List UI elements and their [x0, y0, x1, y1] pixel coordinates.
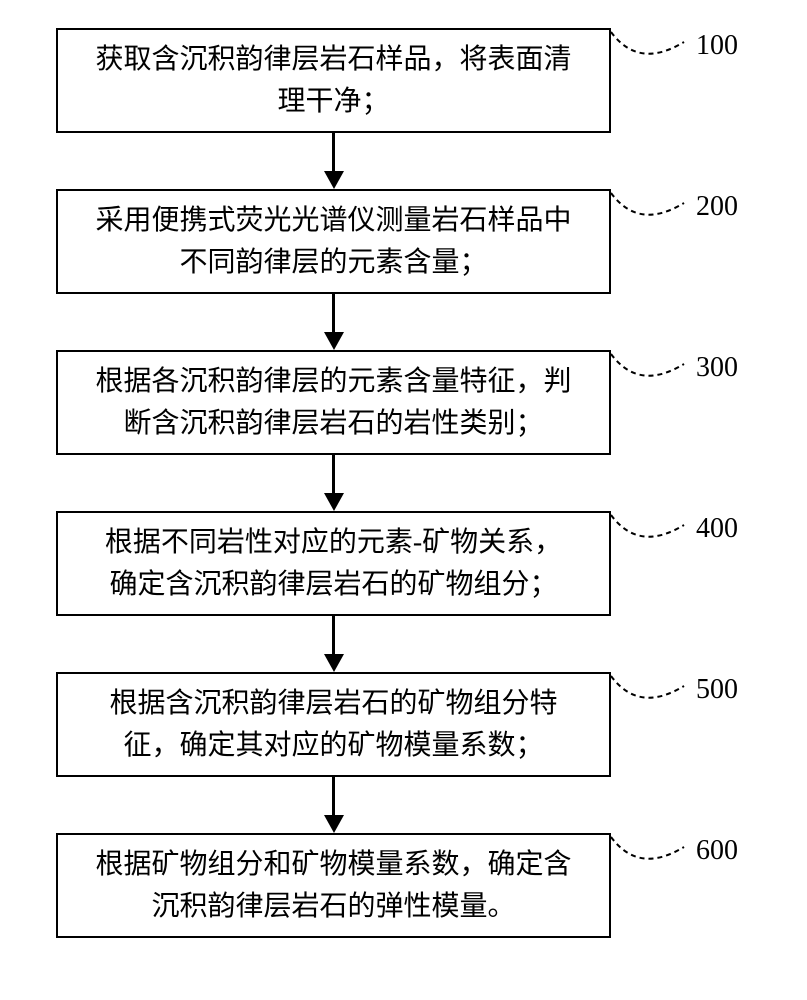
arrow-line-2 — [332, 294, 335, 332]
step-600-text: 根据矿物组分和矿物模量系数，确定含沉积韵律层岩石的弹性模量。 — [95, 844, 571, 928]
step-600-box: 根据矿物组分和矿物模量系数，确定含沉积韵律层岩石的弹性模量。 — [56, 833, 611, 938]
step-600-label: 600 — [696, 835, 738, 867]
step-400-box: 根据不同岩性对应的元素-矿物关系，确定含沉积韵律层岩石的矿物组分； — [56, 511, 611, 616]
step-200-text: 采用便携式荧光光谱仪测量岩石样品中不同韵律层的元素含量； — [95, 200, 571, 284]
step-300-label: 300 — [696, 352, 738, 384]
step-100-label: 100 — [696, 30, 738, 62]
step-200-label: 200 — [696, 191, 738, 223]
arrow-line-4 — [332, 616, 335, 654]
arrow-head-3 — [324, 493, 344, 511]
arrow-head-4 — [324, 654, 344, 672]
step-500-label: 500 — [696, 674, 738, 706]
step-400-text: 根据不同岩性对应的元素-矿物关系，确定含沉积韵律层岩石的矿物组分； — [105, 522, 562, 606]
step-100-text: 获取含沉积韵律层岩石样品，将表面清理干净； — [95, 39, 571, 123]
step-100-box: 获取含沉积韵律层岩石样品，将表面清理干净； — [56, 28, 611, 133]
step-300-box: 根据各沉积韵律层的元素含量特征，判断含沉积韵律层岩石的岩性类别； — [56, 350, 611, 455]
arrow-head-2 — [324, 332, 344, 350]
flowchart-canvas: 获取含沉积韵律层岩石样品，将表面清理干净； 100 采用便携式荧光光谱仪测量岩石样品… — [0, 0, 807, 1000]
arrow-line-1 — [332, 133, 335, 171]
step-500-box: 根据含沉积韵律层岩石的矿物组分特征，确定其对应的矿物模量系数； — [56, 672, 611, 777]
arrow-head-1 — [324, 171, 344, 189]
step-500-text: 根据含沉积韵律层岩石的矿物组分特征，确定其对应的矿物模量系数； — [109, 683, 557, 767]
arrow-line-5 — [332, 777, 335, 815]
step-200-box: 采用便携式荧光光谱仪测量岩石样品中不同韵律层的元素含量； — [56, 189, 611, 294]
step-400-label: 400 — [696, 513, 738, 545]
arrow-line-3 — [332, 455, 335, 493]
step-300-text: 根据各沉积韵律层的元素含量特征，判断含沉积韵律层岩石的岩性类别； — [95, 361, 571, 445]
arrow-head-5 — [324, 815, 344, 833]
